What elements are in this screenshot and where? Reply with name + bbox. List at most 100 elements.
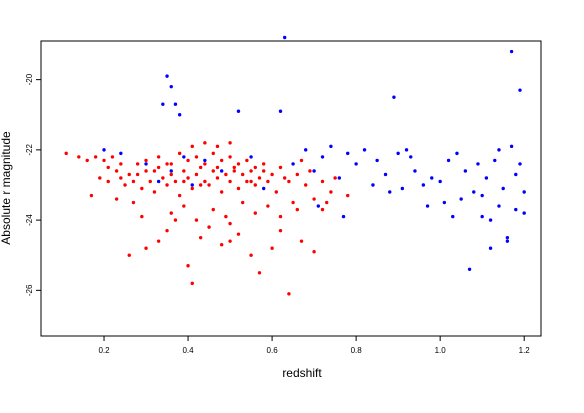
plot-frame: [40, 40, 542, 337]
data-point: [484, 176, 489, 180]
data-point: [346, 193, 350, 198]
data-point: [472, 190, 476, 194]
data-point: [232, 165, 236, 170]
data-point: [169, 84, 173, 89]
data-point: [148, 179, 152, 184]
data-point: [278, 109, 283, 113]
data-point: [291, 200, 295, 205]
data-point: [354, 162, 358, 166]
data-point: [253, 211, 257, 215]
data-point: [514, 172, 518, 177]
data-point: [165, 183, 169, 187]
data-point: [438, 179, 442, 184]
data-point: [333, 176, 337, 180]
data-point: [89, 193, 94, 198]
data-point: [190, 183, 194, 187]
data-point: [119, 162, 123, 166]
data-point: [308, 169, 312, 173]
data-point: [295, 207, 300, 212]
data-point: [518, 162, 522, 166]
data-point: [156, 239, 161, 243]
x-tick-label: 0.8: [351, 346, 363, 355]
data-point: [207, 183, 211, 187]
data-point: [253, 183, 257, 187]
data-point: [425, 204, 430, 208]
y-tick-label: -26: [25, 284, 34, 296]
data-point: [240, 172, 245, 177]
data-point: [451, 214, 455, 219]
data-point: [64, 151, 68, 156]
data-point: [198, 183, 203, 187]
data-point: [98, 176, 102, 180]
data-point: [110, 155, 115, 159]
data-point: [463, 169, 468, 173]
data-point: [493, 158, 497, 163]
data-point: [329, 190, 333, 194]
data-point: [266, 179, 270, 184]
data-point: [240, 200, 245, 205]
data-point: [140, 186, 144, 191]
data-point: [215, 165, 220, 170]
x-tick-label: 0.2: [98, 346, 110, 355]
data-point: [236, 109, 241, 113]
data-point: [337, 176, 342, 180]
data-point: [287, 292, 291, 296]
data-point: [119, 151, 123, 156]
x-axis-label: redshift: [282, 366, 322, 380]
data-point: [127, 172, 131, 177]
data-point: [312, 169, 316, 173]
data-point: [211, 169, 215, 173]
data-point: [203, 141, 207, 145]
data-point: [123, 183, 127, 187]
data-point: [249, 155, 253, 159]
data-point: [102, 158, 106, 163]
data-point: [182, 204, 186, 208]
data-point: [114, 197, 119, 201]
data-point: [156, 165, 161, 170]
data-point: [278, 214, 283, 219]
data-point: [329, 144, 333, 149]
data-point: [203, 179, 207, 184]
data-point: [106, 165, 110, 170]
data-point: [409, 155, 413, 159]
data-point: [144, 246, 148, 250]
data-point: [249, 169, 253, 173]
data-point: [211, 151, 215, 156]
data-point: [316, 204, 321, 208]
data-point: [169, 169, 173, 173]
data-point: [211, 207, 215, 212]
data-point: [245, 158, 249, 163]
data-point: [93, 155, 98, 159]
data-point: [215, 144, 220, 149]
data-point: [169, 211, 173, 215]
data-point: [186, 264, 190, 268]
data-point: [152, 190, 157, 194]
data-point: [282, 35, 287, 40]
data-point: [194, 155, 199, 159]
data-point: [182, 179, 186, 184]
data-point: [228, 141, 232, 145]
data-point: [320, 155, 325, 159]
data-point: [287, 179, 291, 184]
data-point: [224, 214, 228, 219]
data-point: [114, 169, 119, 173]
data-point: [140, 214, 144, 219]
data-point: [165, 228, 169, 233]
data-point: [396, 151, 400, 156]
data-point: [312, 197, 316, 201]
data-point: [165, 74, 169, 78]
data-point: [362, 148, 367, 152]
data-point: [228, 179, 232, 184]
data-point: [173, 179, 178, 184]
data-points: [64, 35, 526, 296]
data-point: [236, 186, 241, 191]
data-point: [488, 218, 493, 222]
y-tick-label: -20: [25, 73, 34, 85]
data-point: [165, 162, 169, 166]
data-point: [106, 179, 110, 184]
data-point: [442, 200, 447, 205]
data-point: [219, 169, 224, 173]
data-point: [375, 158, 379, 163]
data-point: [182, 169, 186, 173]
